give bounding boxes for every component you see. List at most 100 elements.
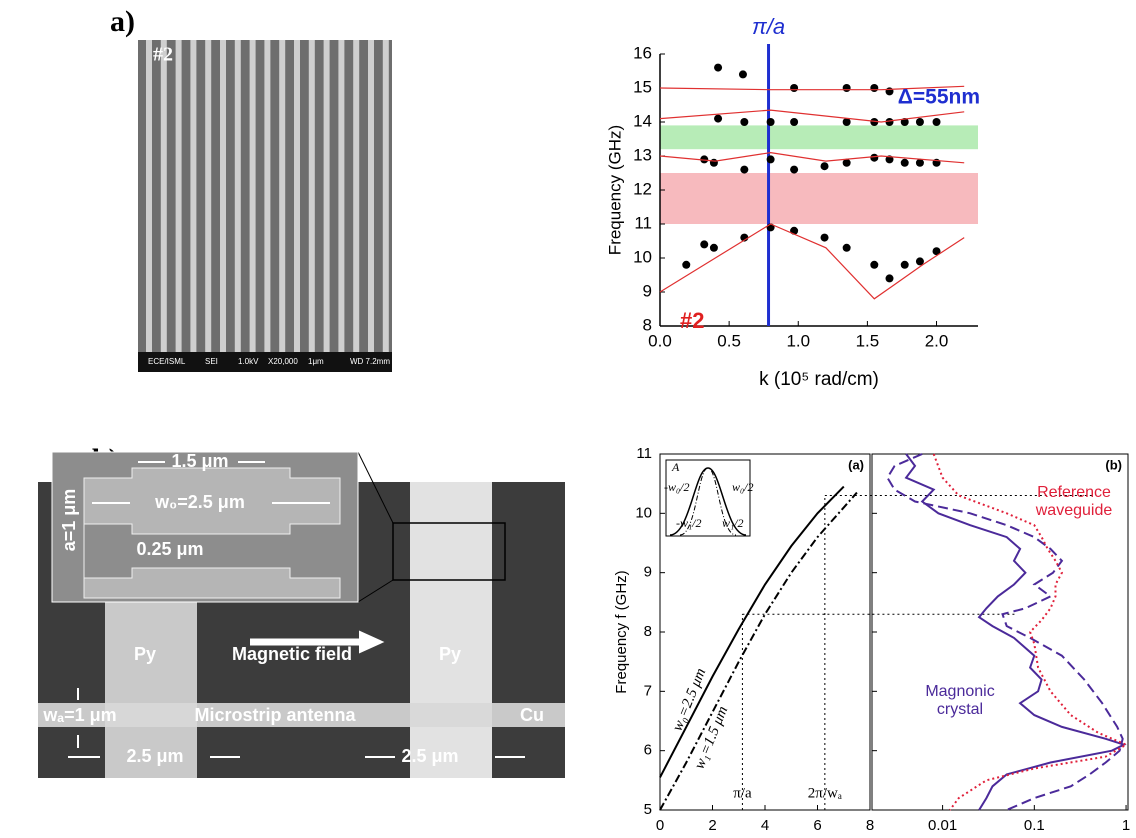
sem-stripe bbox=[234, 40, 241, 352]
zoom-line bbox=[357, 579, 394, 603]
data-point bbox=[900, 118, 909, 126]
annotation: Reference waveguide bbox=[1035, 484, 1113, 519]
data-point bbox=[870, 118, 879, 126]
inset-label: w₀/2 bbox=[732, 480, 754, 494]
y-tick-label: 8 bbox=[644, 623, 652, 640]
data-line bbox=[659, 151, 965, 164]
sem-stripe bbox=[205, 40, 212, 352]
band-gap bbox=[660, 125, 978, 150]
sem-stripe bbox=[338, 40, 345, 352]
annotation: Magnonic crystal bbox=[925, 683, 995, 718]
image-label: 2.5 μm bbox=[401, 746, 458, 766]
sem-footer-text: WD 7.2mm bbox=[350, 357, 390, 366]
x-tick-label: 0.01 bbox=[928, 817, 957, 834]
sem-footer-text: 1μm bbox=[308, 357, 324, 366]
sem-stripe bbox=[368, 40, 374, 352]
sem-footer-text: ECE/ISML bbox=[148, 357, 186, 366]
data-point bbox=[900, 158, 909, 167]
vline-label: π/a bbox=[752, 14, 785, 39]
image-label: Cu bbox=[520, 705, 544, 725]
y-axis-title: Frequency f (GHz) bbox=[613, 570, 630, 693]
y-tick-label: 7 bbox=[644, 682, 652, 699]
y-tick-label: 10 bbox=[635, 504, 652, 521]
y-tick-label: 11 bbox=[636, 445, 652, 462]
x-tick-label: 2 bbox=[708, 817, 716, 834]
inset-label: A bbox=[671, 460, 680, 474]
image-label: 0.25 μm bbox=[136, 539, 203, 559]
data-point bbox=[682, 260, 691, 269]
data-line bbox=[659, 485, 845, 778]
y-tick-label: 9 bbox=[643, 281, 652, 300]
image-label: 2.5 μm bbox=[126, 746, 183, 766]
data-line bbox=[659, 85, 965, 91]
data-point bbox=[709, 243, 718, 252]
data-point bbox=[740, 118, 749, 126]
panel-sublabel: (a) bbox=[848, 457, 864, 472]
sem-stripes bbox=[146, 40, 389, 352]
line-label: w₁=1.5 μm bbox=[692, 704, 732, 772]
y-tick-label: 13 bbox=[633, 145, 652, 164]
sem-footer-text: 1.0kV bbox=[238, 357, 259, 366]
data-point bbox=[790, 165, 799, 174]
inset-label: w₁/2 bbox=[722, 516, 744, 530]
data-point bbox=[870, 153, 879, 162]
data-point bbox=[714, 114, 723, 123]
guide-label: 2π/wₐ bbox=[808, 785, 842, 801]
y-tick-label: 5 bbox=[644, 801, 652, 818]
antenna bbox=[38, 703, 565, 727]
data-point bbox=[700, 155, 709, 164]
sem-stripe bbox=[146, 40, 152, 352]
image-label: w₀=2.5 μm bbox=[154, 492, 245, 512]
sem-stripe bbox=[264, 40, 271, 352]
x-tick-label: 6 bbox=[813, 817, 821, 834]
y-axis-title: Frequency (GHz) bbox=[605, 125, 624, 255]
y-tick-label: 10 bbox=[633, 247, 652, 266]
x-tick-label: 8 bbox=[866, 817, 874, 834]
image-label: wₐ=1 μm bbox=[42, 705, 116, 725]
image-label: Py bbox=[439, 644, 461, 664]
x-tick-label: 0 bbox=[656, 817, 664, 834]
profile bbox=[669, 467, 747, 536]
data-point bbox=[700, 240, 709, 249]
inset-label: -w₀/2 bbox=[664, 480, 690, 494]
profile bbox=[679, 467, 737, 536]
data-point bbox=[932, 118, 941, 126]
data-point bbox=[915, 118, 924, 126]
data-point bbox=[820, 233, 829, 242]
data-point bbox=[766, 155, 775, 164]
data-point bbox=[870, 260, 879, 269]
x-tick-label: 4 bbox=[761, 817, 769, 834]
band-gap bbox=[660, 173, 978, 224]
data-point bbox=[738, 70, 747, 79]
data-point bbox=[885, 118, 894, 126]
data-point bbox=[766, 118, 775, 126]
sem-stripe bbox=[160, 40, 167, 352]
annotation: #2 bbox=[680, 308, 704, 333]
data-point bbox=[790, 84, 799, 92]
sem-stripe bbox=[279, 40, 286, 352]
image-label: Py bbox=[134, 644, 156, 664]
image-label: a=1 μm bbox=[59, 489, 79, 552]
sem-stripe bbox=[190, 40, 197, 352]
data-line bbox=[659, 109, 965, 123]
sample-label: #2 bbox=[153, 44, 173, 66]
sem-stripe bbox=[308, 40, 315, 352]
image-label: Magnetic field bbox=[232, 644, 352, 664]
x-tick-label: 0.5 bbox=[717, 331, 741, 350]
x-tick-label: 1.0 bbox=[786, 331, 810, 350]
x-tick-label: 1 bbox=[1122, 817, 1130, 834]
image-label: 1.5 μm bbox=[171, 451, 228, 471]
line-label: w₀=2.5 μm bbox=[670, 666, 710, 734]
inset-frame bbox=[665, 459, 751, 537]
data-point bbox=[820, 162, 829, 171]
data-point bbox=[915, 158, 924, 167]
y-tick-label: 12 bbox=[633, 179, 652, 198]
y-tick-label: 9 bbox=[644, 564, 652, 581]
zoom-box bbox=[392, 522, 506, 581]
inset-label: -w₁/2 bbox=[676, 516, 702, 530]
inset-crystal bbox=[83, 467, 341, 599]
y-tick-label: 14 bbox=[633, 111, 652, 130]
py-strip bbox=[410, 482, 492, 778]
sem-stripe bbox=[220, 40, 226, 352]
